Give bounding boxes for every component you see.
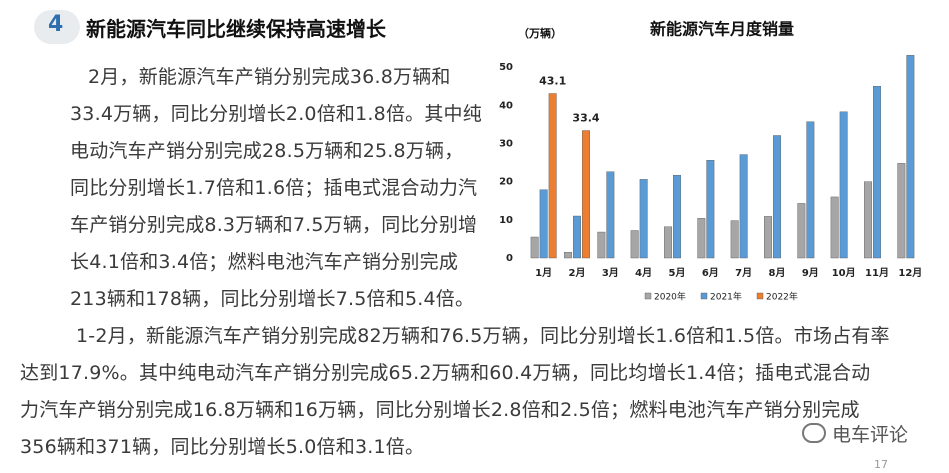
x-tick-label: 2月 xyxy=(569,267,586,279)
text-line: 力汽车产销分别完成16.8万辆和16万辆，同比分别增长2.8倍和2.5倍；燃料电… xyxy=(20,399,860,421)
bar xyxy=(548,93,557,259)
bar xyxy=(739,154,748,259)
bar xyxy=(906,55,915,259)
legend-swatch xyxy=(644,292,652,300)
text-line: 2月，新能源汽车产销分别完成36.8万辆和 xyxy=(88,66,451,88)
bar xyxy=(639,179,648,259)
y-tick-label: 30 xyxy=(499,139,513,150)
bar xyxy=(606,171,615,259)
x-tick-label: 12月 xyxy=(898,267,922,279)
text-line: 33.4万辆，同比分别增长2.0倍和1.8倍。其中纯 xyxy=(70,103,482,125)
y-tick-label: 10 xyxy=(499,215,513,226)
legend-swatch xyxy=(700,292,708,300)
text-line: 356辆和371辆，同比分别增长5.0倍和3.1倍。 xyxy=(20,436,425,458)
y-tick-label: 0 xyxy=(506,253,513,264)
bar xyxy=(764,216,772,259)
bar xyxy=(830,196,839,259)
x-tick-label: 10月 xyxy=(832,267,856,279)
legend-label: 2020年 xyxy=(654,291,686,303)
bar xyxy=(573,215,581,259)
bar xyxy=(897,163,906,259)
bar xyxy=(582,130,590,259)
text-line: 1-2月，新能源汽车产销分别完成82万辆和76.5万辆，同比分别增长1.6倍和1… xyxy=(76,325,890,347)
bar xyxy=(873,86,881,259)
y-tick-label: 40 xyxy=(499,100,513,111)
bar xyxy=(597,231,606,259)
bar xyxy=(730,220,739,259)
x-tick-label: 7月 xyxy=(735,267,752,279)
bar xyxy=(864,181,872,259)
text-line: 213辆和178辆，同比分别增长7.5倍和5.4倍。 xyxy=(70,288,475,310)
x-tick-label: 4月 xyxy=(635,267,652,279)
x-tick-label: 11月 xyxy=(865,267,889,279)
bar xyxy=(630,230,639,259)
data-label: 33.4 xyxy=(572,112,599,125)
header-number: 4 xyxy=(48,12,64,37)
page-number: 17 xyxy=(874,458,888,471)
bar xyxy=(773,135,781,259)
data-label: 43.1 xyxy=(539,75,566,88)
header-title: 新能源汽车同比继续保持高速增长 xyxy=(86,17,386,41)
x-tick-label: 9月 xyxy=(802,267,819,279)
watermark: 电车评论 xyxy=(802,420,908,447)
header-badge xyxy=(34,10,80,44)
bar xyxy=(839,111,848,259)
text-line: 车产销分别完成8.3万辆和7.5万辆，同比分别增 xyxy=(70,214,478,236)
watermark-text: 电车评论 xyxy=(832,424,909,446)
x-tick-label: 1月 xyxy=(535,267,552,279)
bar xyxy=(797,203,806,259)
y-tick-label: 50 xyxy=(499,62,513,73)
bar xyxy=(664,226,672,259)
x-tick-label: 5月 xyxy=(669,267,686,279)
text-line: 长4.1倍和3.4倍；燃料电池汽车产销分别完成 xyxy=(70,251,459,273)
bar xyxy=(697,218,706,259)
text-line: 同比分别增长1.7倍和1.6倍；插电式混合动力汽 xyxy=(70,177,478,199)
y-axis-label: （万辆） xyxy=(518,26,562,40)
bar xyxy=(539,189,548,259)
bar xyxy=(673,174,681,259)
bar xyxy=(806,121,815,259)
text-line: 达到17.9%。其中纯电动汽车产销分别完成65.2万辆和60.4万辆，同比均增长… xyxy=(20,362,871,384)
bar xyxy=(564,252,572,259)
chart-title: 新能源汽车月度销量 xyxy=(650,20,794,39)
x-tick-label: 6月 xyxy=(702,267,719,279)
bar xyxy=(706,160,715,259)
wechat-icon xyxy=(802,423,826,443)
text-line: 电动汽车产销分别完成28.5万辆和25.8万辆， xyxy=(70,140,464,162)
legend-swatch xyxy=(756,292,764,300)
bar xyxy=(530,236,539,259)
x-tick-label: 3月 xyxy=(602,267,619,279)
legend-label: 2021年 xyxy=(710,291,742,303)
legend-label: 2022年 xyxy=(766,291,798,303)
x-tick-label: 8月 xyxy=(769,267,786,279)
y-tick-label: 20 xyxy=(499,177,513,188)
